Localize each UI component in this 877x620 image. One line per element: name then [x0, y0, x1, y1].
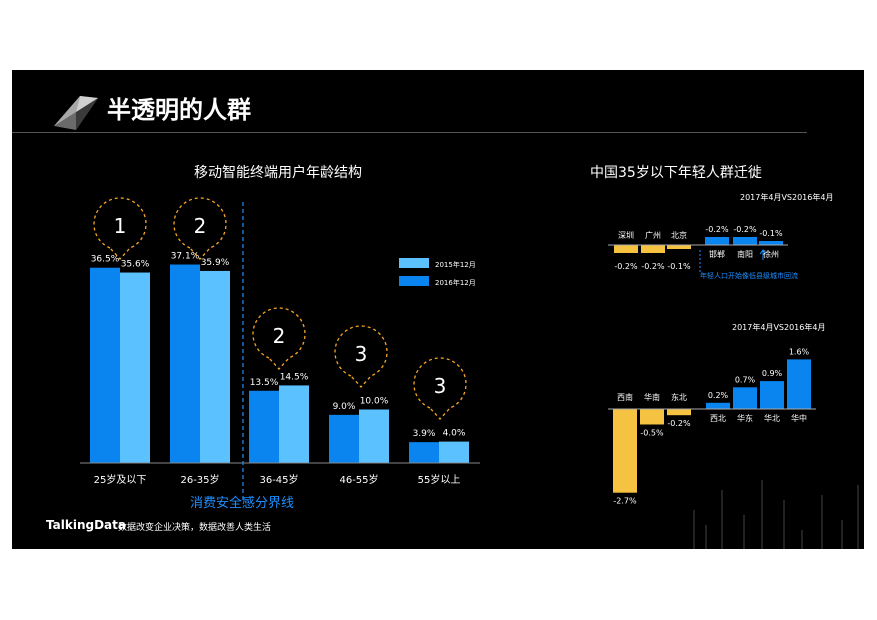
- bar-2015-4: [439, 441, 469, 463]
- arrow-up-icon: [759, 249, 767, 260]
- region-value-4: 0.7%: [735, 375, 756, 384]
- legend-swatch-0: [399, 258, 429, 268]
- city-bar-1: [641, 245, 665, 253]
- region-chart: 西南 -2.7% 华南 -0.5% 东北 -0.2% 西北 0.2% 华东 0.7% 华北 0.9% 华…: [608, 347, 816, 506]
- city-value-0: -0.2%: [614, 262, 638, 271]
- city-bar-3: [705, 237, 729, 245]
- category-label-0: 25岁及以下: [94, 473, 147, 486]
- region-label-1: 华南: [644, 392, 660, 402]
- footer-tagline: 数据改变企业决策，数据改善人类生活: [118, 523, 272, 533]
- city-bar-4: [733, 237, 757, 245]
- footer-brand: TalkingData: [46, 518, 126, 532]
- region-bar-4: [733, 387, 757, 409]
- city-bar-0: [614, 245, 638, 253]
- region-bar-1: [640, 409, 664, 425]
- value-label-2015-0: 35.6%: [121, 260, 150, 270]
- logo-icon: [54, 96, 98, 130]
- value-label-2016-3: 9.0%: [333, 402, 356, 412]
- page-title: 半透明的人群: [107, 96, 251, 124]
- region-value-1: -0.5%: [640, 429, 664, 438]
- city-label-5: 徐州: [763, 249, 779, 259]
- city-bar-5: [759, 241, 783, 245]
- bubble-3: [334, 325, 388, 388]
- region-bar-5: [760, 381, 784, 409]
- bubble-number-1: 2: [194, 214, 207, 238]
- region-value-3: 0.2%: [708, 391, 729, 400]
- region-bar-6: [787, 359, 811, 409]
- value-label-2016-1: 37.1%: [171, 252, 200, 262]
- title-underline: [12, 132, 807, 133]
- city-value-2: -0.1%: [667, 262, 691, 271]
- legend-label-1: 2016年12月: [435, 278, 476, 287]
- bubble-1: [173, 197, 227, 260]
- category-label-4: 55岁以上: [418, 473, 461, 486]
- migration-chart-title: 中国35岁以下年轻人群迁徙: [590, 165, 762, 181]
- bar-2016-2: [249, 390, 279, 463]
- value-label-2016-4: 3.9%: [413, 429, 436, 439]
- city-label-2: 北京: [671, 230, 687, 240]
- bubble-0: [93, 197, 147, 260]
- bubble-2: [252, 307, 306, 370]
- region-value-0: -2.7%: [613, 497, 637, 506]
- bar-2016-3: [329, 414, 359, 463]
- region-bar-2: [667, 409, 691, 416]
- city-label-1: 广州: [645, 230, 661, 240]
- value-label-2015-2: 14.5%: [280, 372, 309, 382]
- region-bar-0: [613, 409, 637, 493]
- city-value-5: -0.1%: [759, 229, 783, 238]
- migration-note: 年轻人口开始像低县级城市回流: [700, 272, 798, 280]
- city-value-4: -0.2%: [733, 225, 757, 234]
- bubble-number-2: 2: [273, 324, 286, 348]
- value-label-2015-4: 4.0%: [443, 429, 466, 439]
- region-value-6: 1.6%: [789, 347, 810, 356]
- city-label-0: 深圳: [618, 230, 634, 240]
- city-label-4: 南阳: [737, 249, 753, 259]
- region-subtitle: 2017年4月VS2016年4月: [732, 323, 826, 332]
- bar-2015-3: [359, 409, 389, 463]
- value-label-2016-0: 36.5%: [91, 255, 120, 265]
- city-label-3: 邯郸: [709, 249, 725, 259]
- region-value-2: -0.2%: [667, 419, 691, 428]
- decorative-lines: [693, 480, 859, 549]
- value-label-2015-3: 10.0%: [360, 397, 389, 407]
- bar-2016-4: [409, 442, 439, 463]
- bar-2016-1: [170, 264, 200, 463]
- city-value-3: -0.2%: [705, 225, 729, 234]
- region-value-5: 0.9%: [762, 369, 783, 378]
- bar-2015-0: [120, 272, 150, 463]
- city-chart: 深圳 -0.2% 广州 -0.2% 北京 -0.1% 邯郸 -0.2% 南阳 -0.2% 徐州 -0.…: [608, 225, 788, 274]
- category-label-2: 36-45岁: [259, 473, 298, 486]
- category-label-1: 26-35岁: [180, 473, 219, 486]
- region-label-5: 华北: [764, 413, 780, 423]
- value-label-2016-2: 13.5%: [250, 378, 279, 388]
- bubble-number-4: 3: [434, 374, 447, 398]
- bubble-number-0: 1: [114, 214, 127, 238]
- region-label-3: 西北: [710, 414, 726, 423]
- legend-label-0: 2015年12月: [435, 260, 476, 269]
- bubble-number-3: 3: [355, 342, 368, 366]
- title-bar: 半透明的人群: [12, 90, 812, 133]
- city-bar-2: [667, 245, 691, 249]
- region-label-4: 华东: [737, 413, 753, 423]
- divider-label: 消费安全感分界线: [190, 496, 295, 511]
- legend-swatch-1: [399, 276, 429, 286]
- region-label-2: 东北: [671, 392, 687, 402]
- value-label-2015-1: 35.9%: [201, 258, 230, 268]
- bar-2015-1: [200, 270, 230, 463]
- bubble-4: [413, 357, 467, 420]
- region-label-6: 华中: [791, 413, 807, 423]
- migration-subtitle: 2017年4月VS2016年4月: [740, 193, 834, 202]
- region-bar-3: [706, 402, 730, 409]
- region-label-0: 西南: [617, 392, 633, 402]
- category-label-3: 46-55岁: [339, 473, 378, 486]
- bar-2015-2: [279, 385, 309, 463]
- bar-2016-0: [90, 267, 120, 463]
- city-value-1: -0.2%: [641, 262, 665, 271]
- slide: 半透明的人群 移动智能终端用户年龄结构 36.5% 35.6% 25岁及以下 37.1…: [12, 70, 864, 549]
- age-chart-title: 移动智能终端用户年龄结构: [194, 165, 362, 181]
- age-chart: 36.5% 35.6%25岁及以下37.1%35.9%26-35岁13.5%14.…: [80, 197, 480, 500]
